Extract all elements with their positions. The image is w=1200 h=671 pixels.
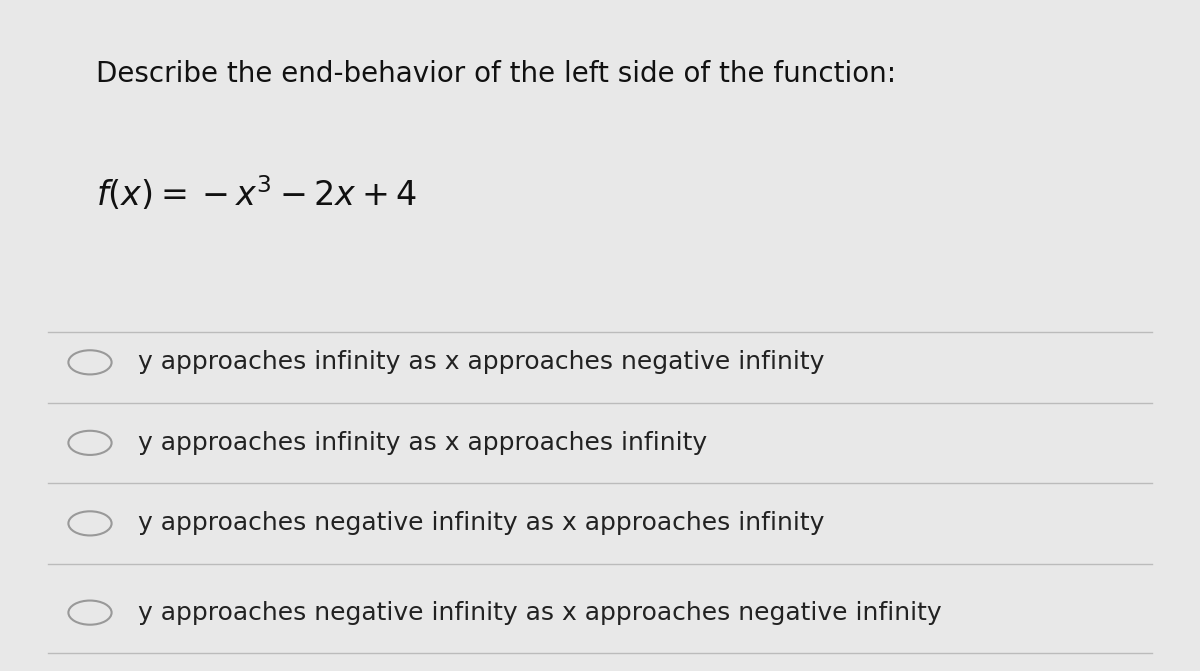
Circle shape: [68, 601, 112, 625]
Text: Describe the end-behavior of the left side of the function:: Describe the end-behavior of the left si…: [96, 60, 896, 89]
Text: y approaches infinity as x approaches negative infinity: y approaches infinity as x approaches ne…: [138, 350, 824, 374]
Circle shape: [68, 431, 112, 455]
Text: y approaches infinity as x approaches infinity: y approaches infinity as x approaches in…: [138, 431, 707, 455]
Text: y approaches negative infinity as x approaches negative infinity: y approaches negative infinity as x appr…: [138, 601, 942, 625]
Circle shape: [68, 511, 112, 535]
Text: y approaches negative infinity as x approaches infinity: y approaches negative infinity as x appr…: [138, 511, 824, 535]
Text: $f(x) = -x^3 - 2x + 4$: $f(x) = -x^3 - 2x + 4$: [96, 174, 416, 213]
Circle shape: [68, 350, 112, 374]
